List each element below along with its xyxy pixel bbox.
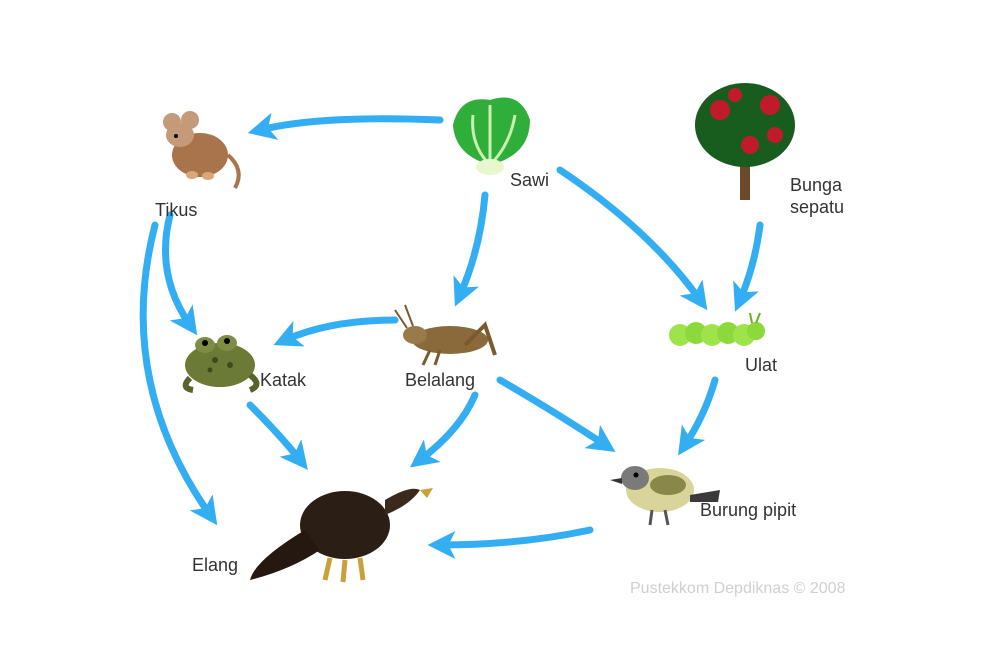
arrow-sawi-to-tikus [260, 119, 440, 130]
label-belalang: Belalang [405, 370, 475, 392]
arrow-bunga-to-ulat [740, 225, 760, 300]
frog-illustration [165, 310, 275, 400]
arrow-ulat-to-pipit [685, 380, 715, 445]
label-ulat: Ulat [745, 355, 777, 377]
food-web-diagram: Tikus Sawi Bunga sepatu [0, 0, 1000, 667]
arrow-belalang-to-pipit [500, 380, 605, 445]
arrow-belalang-to-katak [285, 320, 395, 340]
arrow-pipit-to-elang [440, 530, 590, 545]
credit-text: Pustekkom Depdiknas © 2008 [630, 580, 845, 598]
label-pipit: Burung pipit [700, 500, 796, 522]
mouse-illustration [150, 100, 250, 195]
label-bunga: Bunga sepatu [790, 175, 844, 218]
arrow-sawi-to-belalang [460, 195, 485, 295]
sparrow-illustration [590, 440, 730, 540]
arrow-tikus-to-katak [166, 215, 191, 325]
node-elang [235, 430, 435, 605]
label-tikus: Tikus [155, 200, 197, 222]
grasshopper-illustration [385, 290, 515, 380]
node-tikus [150, 100, 250, 200]
arrow-sawi-to-ulat [560, 170, 700, 300]
eagle-illustration [235, 430, 435, 600]
node-pipit [590, 440, 730, 545]
label-sawi: Sawi [510, 170, 549, 192]
node-katak [165, 310, 275, 405]
label-katak: Katak [260, 370, 306, 392]
label-elang: Elang [192, 555, 238, 577]
